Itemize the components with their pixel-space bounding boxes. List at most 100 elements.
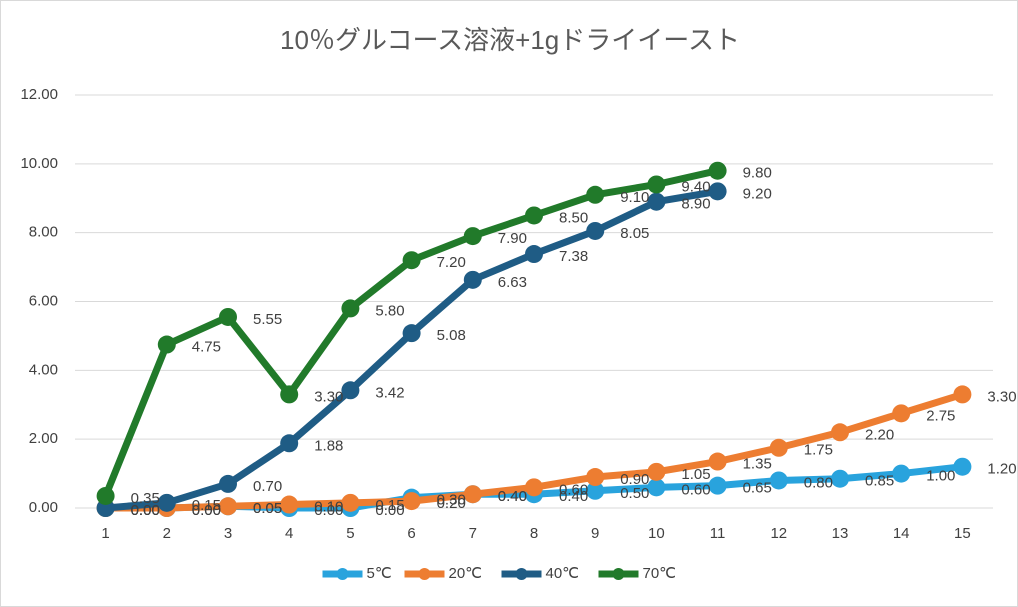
data-label: 5.08 (437, 327, 466, 344)
x-tick-label: 9 (591, 525, 599, 542)
data-label: 0.15 (192, 497, 221, 514)
data-label: 0.00 (192, 502, 221, 519)
data-point (463, 227, 482, 246)
data-label: 0.00 (192, 502, 221, 519)
data-point (831, 423, 849, 442)
data-point (525, 206, 543, 225)
data-label: 0.40 (498, 488, 527, 505)
data-point (953, 457, 972, 476)
data-point (586, 481, 605, 500)
data-label: 0.65 (743, 480, 772, 497)
data-label: 9.80 (743, 165, 772, 182)
legend-marker (515, 568, 528, 580)
y-tick-label: 10.00 (20, 155, 58, 172)
x-tick-label: 7 (469, 525, 477, 542)
x-tick-label: 5 (346, 525, 354, 542)
data-point (708, 182, 727, 201)
data-label: 3.42 (375, 384, 404, 401)
y-tick-label: 6.00 (29, 292, 58, 309)
data-point (769, 438, 788, 457)
data-label: 8.90 (681, 196, 710, 213)
data-label: 8.50 (559, 209, 588, 226)
data-point (892, 464, 911, 483)
data-point (219, 497, 237, 516)
data-label: 9.40 (681, 178, 710, 195)
x-tick-label: 12 (770, 525, 787, 542)
data-label: 0.10 (314, 499, 343, 516)
data-label: 4.75 (192, 338, 221, 355)
data-label: 3.30 (987, 388, 1016, 405)
data-point (708, 452, 727, 471)
data-point (96, 486, 115, 505)
data-point (341, 299, 360, 318)
data-label: 0.40 (498, 488, 527, 505)
x-tick-label: 11 (710, 525, 726, 542)
data-label: 3.30 (314, 388, 343, 405)
x-tick-label: 1 (101, 525, 109, 542)
x-tick-label: 14 (893, 525, 910, 542)
y-tick-label: 4.00 (29, 361, 58, 378)
x-tick-label: 15 (954, 525, 971, 542)
data-label: 0.05 (253, 500, 282, 517)
data-point (402, 324, 421, 343)
data-point (157, 335, 176, 354)
data-point (647, 462, 666, 481)
data-point (586, 221, 605, 240)
data-point (341, 493, 360, 512)
x-tick-label: 13 (832, 525, 849, 542)
chart-title: 10％グルコース溶液+1gドライイースト (280, 25, 740, 55)
data-label: 1.35 (743, 456, 772, 473)
data-label: 6.63 (498, 274, 527, 291)
data-point (647, 192, 666, 211)
data-label: 0.00 (131, 502, 160, 519)
x-tick-label: 2 (163, 525, 171, 542)
data-point (892, 404, 911, 423)
data-label: 5.55 (253, 311, 282, 328)
data-point (280, 385, 299, 404)
data-label: 0.00 (131, 502, 160, 519)
data-label: 0.60 (559, 481, 588, 498)
data-label: 0.40 (559, 488, 588, 505)
legend-label: 70℃ (643, 565, 677, 582)
x-tick-label: 10 (648, 525, 665, 542)
data-label: 0.15 (375, 497, 404, 514)
data-label: 1.20 (987, 461, 1016, 478)
x-tick-label: 4 (285, 525, 293, 542)
data-label: 7.90 (498, 230, 527, 247)
data-point (525, 478, 543, 497)
legend-marker (612, 568, 625, 580)
data-point (831, 469, 849, 488)
legend-marker (418, 568, 431, 580)
data-point (586, 185, 605, 204)
data-point (402, 492, 421, 511)
data-point (708, 476, 727, 495)
legend-label: 40℃ (546, 565, 580, 582)
data-label: 0.00 (314, 502, 343, 519)
data-label: 0.60 (681, 481, 710, 498)
data-label: 0.20 (437, 495, 466, 512)
data-label: 0.00 (375, 502, 404, 519)
legend-label: 5℃ (367, 565, 392, 582)
data-point (219, 307, 237, 326)
data-point (280, 434, 299, 453)
data-label: 0.50 (620, 485, 649, 502)
y-tick-label: 8.00 (29, 224, 58, 241)
data-point (525, 245, 543, 264)
data-label: 2.20 (865, 426, 894, 443)
data-point (647, 175, 666, 194)
data-label: 0.00 (131, 502, 160, 519)
data-label: 0.85 (865, 473, 894, 490)
data-label: 7.20 (437, 254, 466, 271)
data-label: 0.30 (437, 492, 466, 509)
data-point (953, 385, 972, 404)
data-label: 0.90 (620, 471, 649, 488)
x-tick-label: 8 (530, 525, 538, 542)
data-point (280, 495, 299, 514)
data-label: 7.38 (559, 248, 588, 265)
x-tick-label: 6 (407, 525, 415, 542)
data-point (157, 493, 176, 512)
data-point (341, 381, 360, 400)
legend-marker (336, 568, 349, 580)
y-tick-label: 12.00 (20, 86, 58, 103)
